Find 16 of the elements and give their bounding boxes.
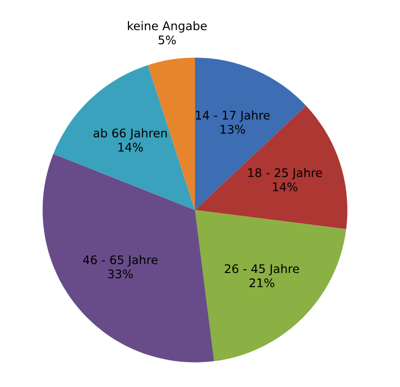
pie-slice <box>53 65 195 210</box>
data-label: 14% <box>118 142 143 152</box>
data-label: 13% <box>220 124 245 134</box>
slice-label: 46 - 65 Jahre <box>83 255 158 266</box>
data-label: 14% <box>273 182 298 192</box>
slice-label: 18 - 25 Jahre <box>248 168 322 180</box>
pie-slice <box>195 210 346 362</box>
data-label: 21% <box>250 278 274 288</box>
pie-slice <box>195 106 348 230</box>
slice-label: 26 - 45 Jahre <box>224 264 299 276</box>
data-label: 33% <box>108 269 133 278</box>
slice-label: ab 66 Jahren <box>94 128 167 140</box>
pie-slice <box>42 154 214 362</box>
data-label: 5% <box>158 35 176 44</box>
slice-label: keine Angabe <box>128 21 207 33</box>
slice-label: 14 - 17 Jahre <box>196 110 270 122</box>
